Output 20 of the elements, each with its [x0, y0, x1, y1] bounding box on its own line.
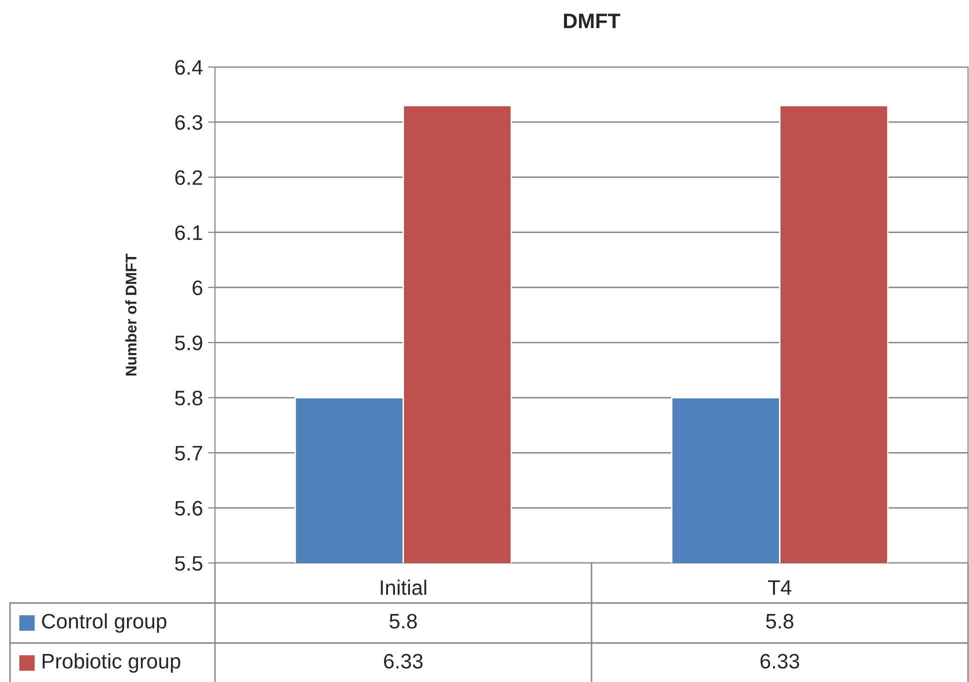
y-tick-label: 6.4: [175, 60, 203, 75]
x-tick-label: Initial: [380, 580, 426, 595]
y-tick-label: 6: [192, 280, 202, 296]
data-label: 6.33: [760, 654, 800, 669]
y-tick-label: 5.7: [175, 446, 202, 461]
y-tick-label: 5.6: [175, 500, 202, 516]
x-tick-label: T4: [768, 580, 792, 595]
data-label: 6.33: [384, 654, 423, 669]
y-tick-label: 5.8: [175, 390, 202, 406]
y-tick-label: 6.2: [175, 170, 202, 185]
data-label: 5.8: [390, 614, 417, 629]
data-label: 5.8: [766, 614, 794, 629]
y-tick-label: 6.3: [175, 115, 202, 130]
chart-title: DMFT: [564, 14, 620, 28]
y-axis-title: Number of DMFT: [125, 254, 136, 376]
y-tick-label: 6.1: [175, 225, 202, 240]
legend-label: Control group: [42, 613, 166, 633]
y-tick-label: 5.9: [175, 336, 202, 350]
y-tick-label: 5.5: [175, 556, 202, 571]
legend-label: Probiotic group: [42, 653, 180, 673]
